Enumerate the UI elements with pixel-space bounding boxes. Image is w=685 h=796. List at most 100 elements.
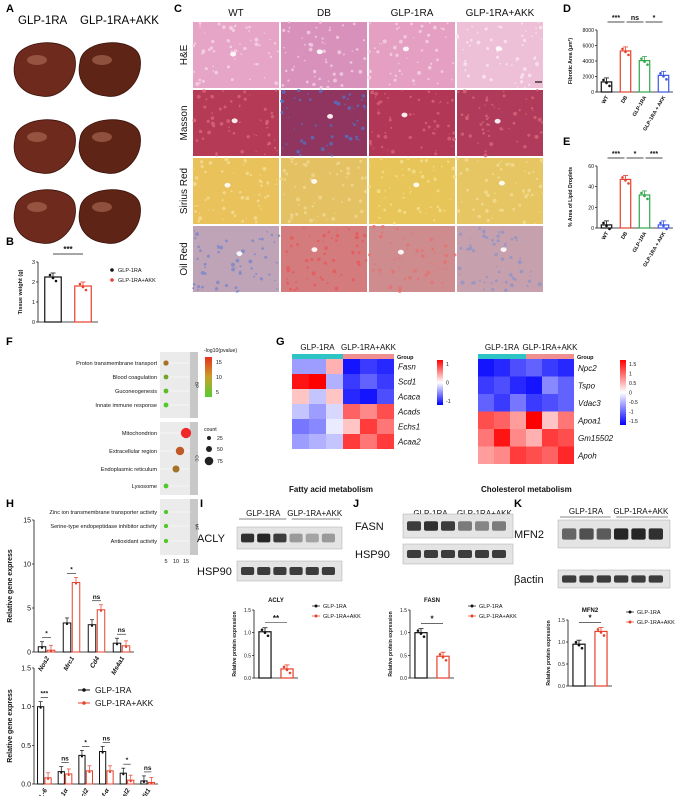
colorbar-tick: 1 (629, 372, 632, 378)
tissue-texture (325, 61, 328, 64)
tissue-texture (493, 106, 496, 108)
tissue-texture (444, 244, 448, 248)
heatmap-colorbar (437, 360, 443, 405)
tissue-texture (318, 20, 322, 24)
tissue-texture (518, 109, 521, 112)
tissue-texture (395, 227, 397, 229)
tissue-texture (491, 287, 495, 292)
tissue-texture (477, 32, 479, 34)
data-point (288, 671, 292, 675)
tissue-texture (436, 58, 439, 62)
x-tick-label: Oasl2 (117, 787, 132, 796)
tissue-texture (332, 197, 335, 201)
blot-band (492, 521, 506, 531)
tissue-texture (228, 126, 230, 129)
sig-label: ns (144, 765, 152, 772)
tissue-texture (386, 96, 389, 99)
heatmap-cell (542, 394, 558, 412)
column-label: GLP-1RA+AKK (466, 8, 535, 19)
tissue-texture (198, 22, 202, 25)
tissue-texture (233, 214, 237, 217)
tissue-texture (479, 123, 483, 126)
tissue-texture (212, 49, 216, 53)
heatmap-cell (292, 419, 309, 434)
tissue-texture (389, 116, 392, 119)
heatmap-group-label: GLP-1RA+AKK (523, 343, 579, 352)
tissue-texture (512, 207, 516, 211)
liver-highlight (27, 55, 47, 65)
tissue-texture (240, 149, 244, 154)
tissue-texture (417, 70, 422, 75)
tissue-texture (403, 278, 407, 281)
tissue-texture (193, 42, 197, 45)
legend-label: GLP-1RA (323, 604, 347, 610)
tissue-texture (400, 257, 402, 259)
tissue-texture (315, 26, 318, 29)
tissue-texture (203, 105, 207, 109)
tissue-texture (289, 244, 293, 248)
heatmap-cell (377, 359, 394, 374)
tissue-texture (221, 199, 224, 202)
tissue-texture (279, 177, 283, 181)
tissue-texture (401, 73, 403, 76)
tissue-texture (431, 247, 435, 251)
data-point (90, 624, 94, 627)
blot-band-label: βactin (514, 574, 544, 586)
tissue-texture (359, 159, 363, 163)
tissue-texture (225, 239, 228, 243)
colorbar-tick: -1 (446, 399, 451, 405)
blot-band (458, 550, 472, 558)
chart-title: ACLY (268, 598, 284, 604)
tissue-texture (311, 205, 314, 208)
blot-band (614, 575, 629, 583)
tissue-texture (514, 235, 518, 240)
tissue-texture (345, 134, 349, 139)
blot-band (458, 521, 472, 531)
tissue-texture (422, 128, 426, 132)
tissue-texture (448, 133, 450, 135)
tissue-texture (501, 160, 503, 162)
tissue-texture (411, 169, 416, 174)
tissue-texture (438, 208, 442, 213)
tissue-texture (209, 46, 214, 50)
tissue-texture (517, 260, 522, 265)
tissue-texture (369, 22, 372, 25)
tissue-texture (396, 27, 399, 30)
tissue-texture (495, 55, 500, 59)
heatmap-cell (343, 419, 360, 434)
x-tick-label: DB (620, 231, 629, 241)
tissue-texture (376, 189, 381, 194)
tissue-texture (283, 46, 285, 49)
tissue-texture (416, 206, 421, 211)
legend-label: GLP-1RA+AKK (323, 614, 361, 620)
sig-label: * (430, 615, 434, 624)
tissue-texture (457, 266, 462, 271)
heatmap-cell (478, 429, 494, 447)
tissue-texture (231, 28, 236, 32)
tissue-texture (290, 217, 294, 220)
data-point (282, 665, 286, 669)
y-tick-label: 0.0 (244, 676, 251, 682)
tissue-texture (245, 171, 250, 176)
tissue-texture (419, 159, 424, 163)
colorbar-tick: 1 (446, 362, 449, 368)
tissue-texture (198, 212, 201, 215)
tissue-texture (297, 203, 300, 206)
heatmap-cell (377, 374, 394, 389)
tissue-texture (476, 40, 481, 45)
heatmap-cell (292, 359, 309, 374)
bar (71, 581, 81, 653)
x-tick-label: DB (620, 95, 629, 105)
tissue-texture (287, 20, 291, 24)
tissue-texture (464, 59, 467, 62)
tissue-texture (212, 70, 215, 72)
heatmap-cell (494, 411, 510, 429)
vessel (311, 179, 318, 184)
tissue-texture (509, 193, 514, 197)
tissue-texture (276, 50, 279, 53)
bar (619, 50, 632, 93)
tissue-texture (243, 97, 247, 101)
tissue-texture (462, 89, 467, 94)
tissue-texture (194, 205, 197, 208)
tissue-texture (282, 168, 287, 173)
